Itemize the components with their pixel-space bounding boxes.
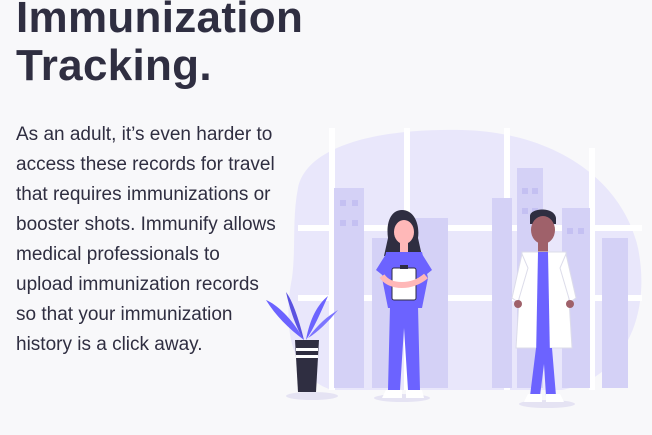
section-description: As an adult, it’s even harder to access …: [16, 124, 276, 355]
nurse-figure: [376, 210, 432, 398]
section-title: Immunization Tracking.: [16, 0, 303, 90]
potted-plant: [266, 292, 338, 392]
section-title-line2: Tracking.: [16, 41, 212, 90]
section-title-line1: Immunization: [16, 0, 304, 42]
doctor-figure: [511, 209, 577, 402]
medical-staff-illustration: [266, 128, 642, 408]
